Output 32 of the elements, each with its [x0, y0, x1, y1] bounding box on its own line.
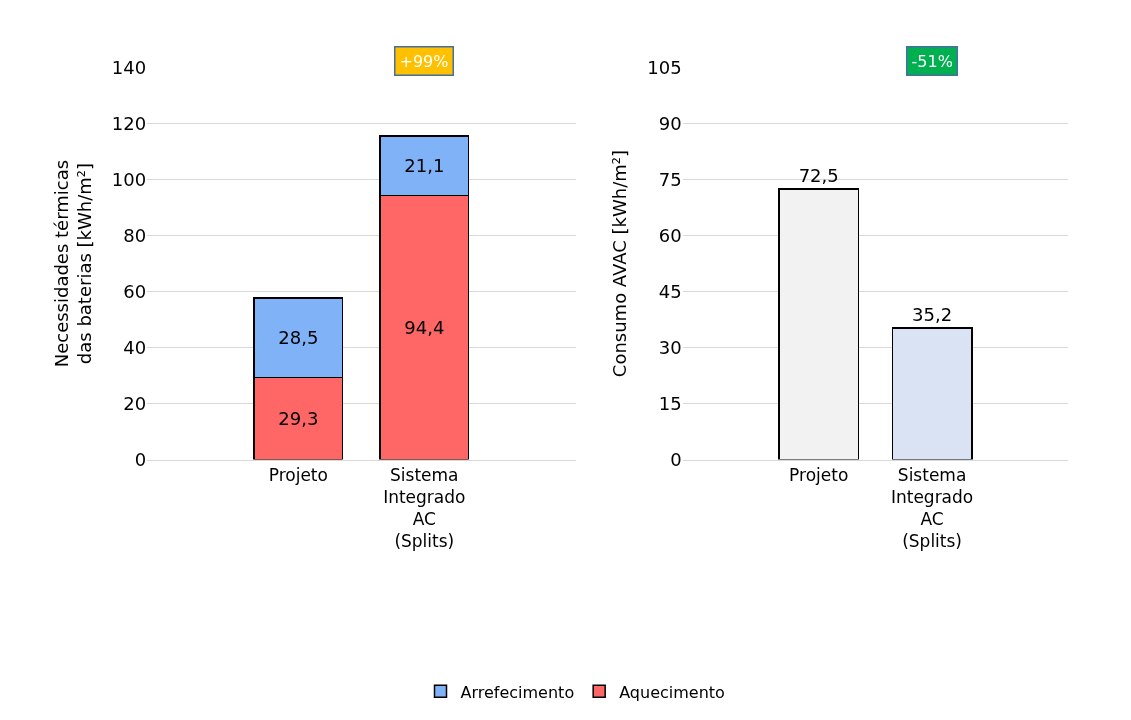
- legend-label: Arrefecimento: [460, 682, 575, 702]
- y-tick-label: 20: [123, 392, 147, 414]
- y-tick-label: 30: [658, 336, 682, 358]
- y-tick-label: 0: [670, 448, 682, 470]
- y-tick-label: 100: [111, 168, 147, 190]
- annotation: +99%: [399, 51, 449, 71]
- y-tick-label: 60: [123, 280, 147, 302]
- x-tick-label: Projeto: [268, 465, 328, 485]
- x-tick-label: Projeto: [789, 465, 849, 485]
- legend-label: Aquecimento: [619, 682, 725, 702]
- data-label: 29,3: [278, 408, 319, 430]
- y-tick-label: 75: [658, 168, 682, 190]
- y-tick-label: 45: [658, 280, 682, 302]
- y-tick-label: 0: [134, 448, 147, 470]
- y-axis-title: Necessidades térmicas das baterias [kWh/m²]: [50, 159, 95, 368]
- y-tick-label: 120: [111, 112, 147, 134]
- data-label: 94,4: [404, 316, 445, 338]
- data-label: 35,2: [912, 304, 953, 326]
- x-tick-label: Sistema Integrado AC (Splits): [383, 465, 466, 552]
- y-axis-title: Consumo AVAC [kWh/m²]: [609, 150, 631, 378]
- y-tick-label: 40: [123, 336, 147, 358]
- y-tick-label: 60: [658, 224, 682, 246]
- y-tick-label: 90: [658, 112, 682, 134]
- data-label: 72,5: [798, 164, 839, 186]
- y-tick-label: 105: [647, 56, 682, 78]
- x-tick-label: Sistema Integrado AC (Splits): [890, 465, 974, 552]
- annotation: -51%: [911, 51, 953, 71]
- data-label: 28,5: [278, 327, 319, 349]
- y-tick-label: 140: [111, 56, 147, 78]
- y-tick-label: 80: [123, 224, 147, 246]
- y-tick-label: 15: [658, 392, 682, 414]
- data-label: 21,1: [404, 155, 445, 177]
